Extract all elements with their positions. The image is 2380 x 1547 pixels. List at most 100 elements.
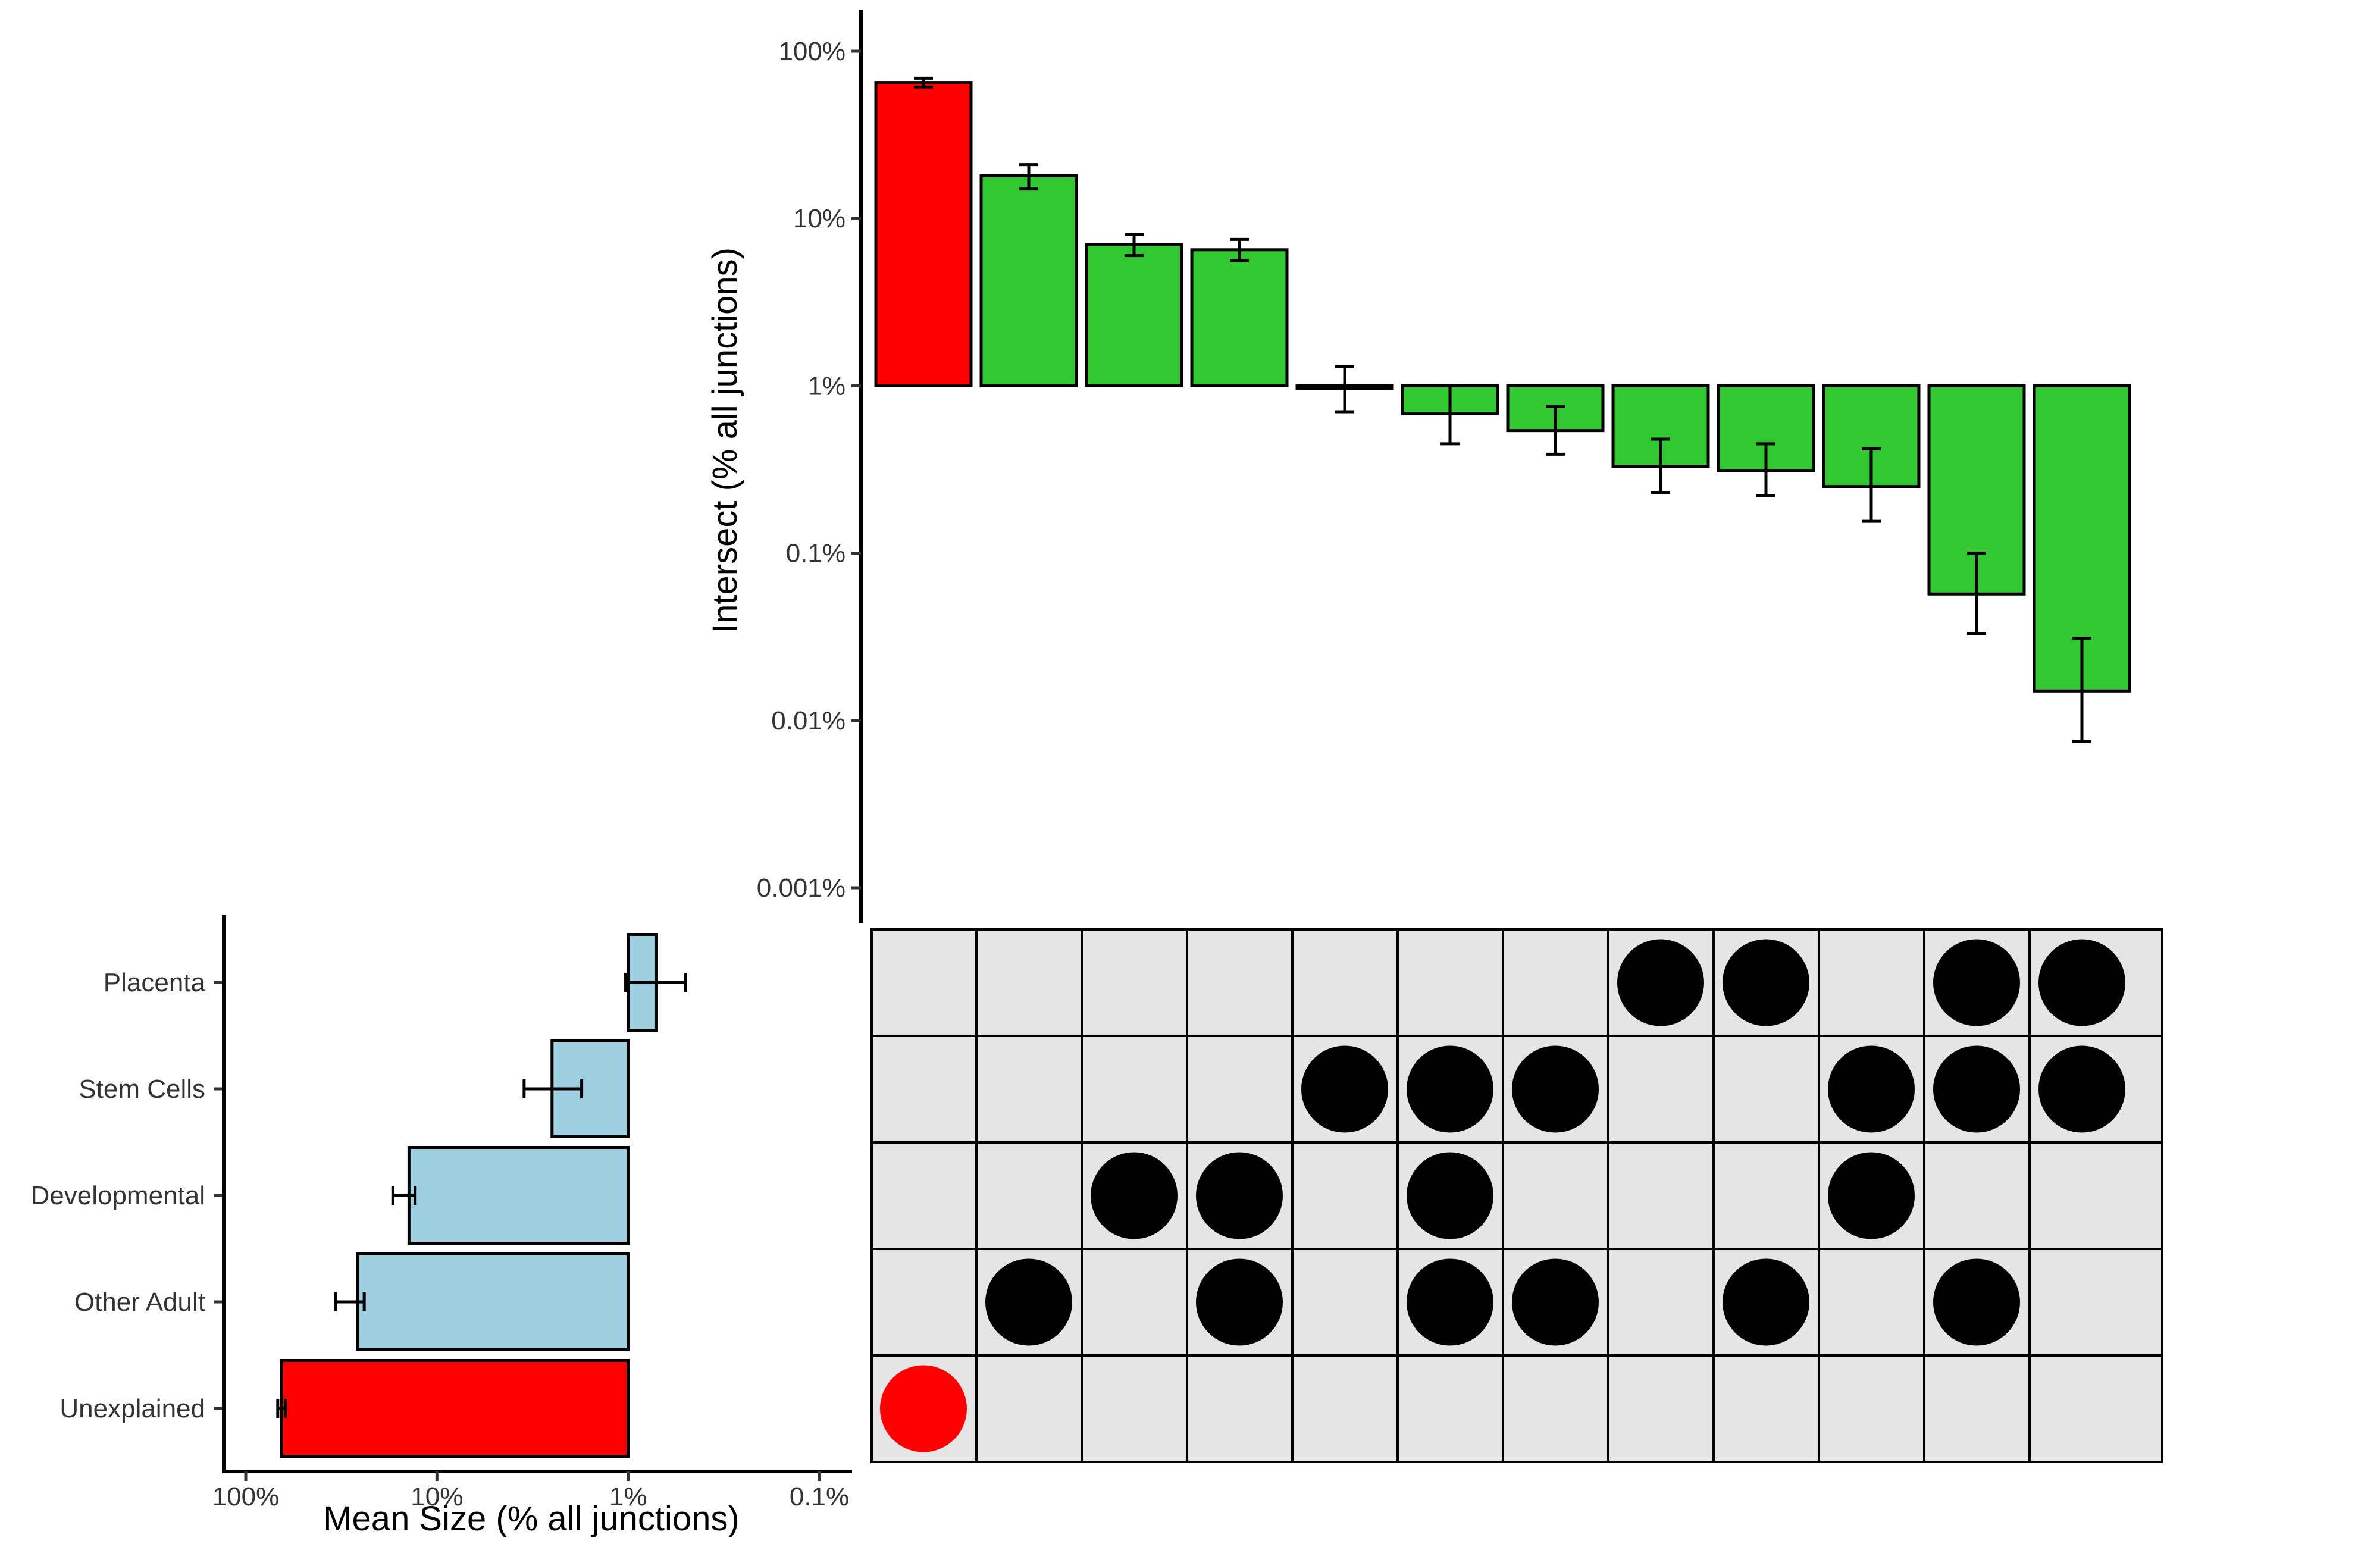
matrix-cell <box>2028 1248 2163 1357</box>
membership-dot <box>1512 1258 1599 1346</box>
intersection-error-bar <box>1756 442 1775 497</box>
membership-dot <box>1407 1045 1493 1133</box>
membership-dot <box>1091 1152 1178 1239</box>
intersection-error-bar <box>1967 552 1986 635</box>
matrix-cell <box>975 1035 1083 1144</box>
intersection-error-bar <box>1440 384 1460 446</box>
matrix-cell <box>1186 928 1294 1037</box>
intersection-bars <box>874 76 2131 743</box>
matrix-cell <box>870 1035 978 1144</box>
membership-dot <box>880 1365 967 1452</box>
membership-dot <box>1407 1152 1493 1239</box>
membership-dot <box>1828 1152 1915 1239</box>
membership-dot <box>1407 1258 1493 1346</box>
category-label: Placenta <box>104 968 206 997</box>
matrix-cell <box>870 928 978 1037</box>
membership-dot <box>1933 939 2020 1026</box>
intersection-bar <box>1190 248 1289 387</box>
matrix-cell <box>1291 1248 1399 1357</box>
y-tick-label: 0.001% <box>757 873 845 903</box>
matrix-cell <box>1712 1035 1820 1144</box>
matrix-cell <box>1607 1354 1715 1463</box>
matrix-cell <box>1396 1354 1504 1463</box>
intersection-error-bar <box>2072 637 2091 743</box>
membership-dot <box>1828 1045 1915 1133</box>
membership-dot <box>2038 1045 2125 1133</box>
matrix-cell <box>975 1141 1083 1250</box>
y-tick-label: 0.01% <box>771 706 845 735</box>
matrix-cell <box>975 928 1083 1037</box>
intersection-error-bar <box>1125 233 1144 258</box>
intersection-error-bar <box>1546 405 1565 456</box>
set-size-error-bar <box>624 973 687 992</box>
matrix-cell <box>2028 1141 2163 1250</box>
intersection-size-chart: 100% 10% 1% 0.1% 0.01% 0.001% Intersect (% al… <box>706 10 2131 923</box>
matrix-cell <box>1818 1354 1925 1463</box>
matrix-cell <box>1712 1354 1820 1463</box>
category-label: Developmental <box>31 1181 206 1210</box>
matrix-cell <box>1396 928 1504 1037</box>
set-size-error-bar <box>276 1399 287 1418</box>
matrix-cell <box>1607 1035 1715 1144</box>
membership-dot <box>1301 1045 1388 1133</box>
y-tick-label: 1% <box>807 371 845 400</box>
set-size-bars <box>276 933 687 1458</box>
matrix-cell <box>1923 1354 2031 1463</box>
matrix-cell <box>1502 1354 1609 1463</box>
matrix-cell <box>1186 1354 1294 1463</box>
intersection-error-bar <box>1862 447 1881 523</box>
x-tick-label: 1% <box>609 1482 647 1511</box>
matrix-cell <box>1081 1248 1188 1357</box>
category-label: Other Adult <box>74 1288 205 1317</box>
membership-matrix <box>870 928 2163 1463</box>
membership-dot <box>1512 1045 1599 1133</box>
intersection-error-bar <box>1651 437 1670 494</box>
x-tick-label: 100% <box>212 1482 280 1511</box>
membership-dot <box>1933 1045 2020 1133</box>
matrix-cell <box>870 1141 978 1250</box>
matrix-cell <box>1291 928 1399 1037</box>
membership-dot <box>1196 1152 1283 1239</box>
matrix-cell <box>2028 1354 2163 1463</box>
matrix-cell <box>1291 1354 1399 1463</box>
matrix-cell <box>1186 1035 1294 1144</box>
intersection-y-axis: 100% 10% 1% 0.1% 0.01% 0.001% <box>757 10 863 923</box>
membership-dot <box>2038 939 2125 1026</box>
membership-dot <box>1617 939 1704 1026</box>
set-size-bar <box>407 1146 630 1245</box>
set-size-axes: Placenta Stem Cells Developmental Other Adu… <box>31 915 852 1511</box>
matrix-cell <box>1607 1141 1715 1250</box>
matrix-cell <box>1818 1248 1925 1357</box>
intersection-error-bar <box>1019 163 1038 191</box>
y-tick-label: 100% <box>778 37 845 66</box>
matrix-cell <box>1291 1141 1399 1250</box>
intersection-error-bar <box>1335 365 1354 414</box>
y-tick-label: 0.1% <box>786 539 845 568</box>
intersection-error-bar <box>914 76 933 89</box>
matrix-cell <box>1607 1248 1715 1357</box>
membership-dot <box>1723 1258 1809 1346</box>
set-size-bar <box>356 1252 630 1351</box>
matrix-cell <box>1818 928 1925 1037</box>
membership-dot <box>1196 1258 1283 1346</box>
matrix-cell <box>870 1248 978 1357</box>
set-size-chart: Placenta Stem Cells Developmental Other Adu… <box>31 915 852 1538</box>
set-size-bar <box>280 1359 630 1458</box>
intersection-bar <box>874 81 973 387</box>
intersection-bar <box>979 174 1078 387</box>
matrix-cell <box>1502 928 1609 1037</box>
x-tick-label: 0.1% <box>790 1482 849 1511</box>
membership-dot <box>1933 1258 2020 1346</box>
x-tick-label: 10% <box>411 1482 463 1511</box>
matrix-cell <box>1923 1141 2031 1250</box>
matrix-cell <box>1081 1354 1188 1463</box>
category-label: Unexplained <box>60 1394 205 1423</box>
matrix-cell <box>975 1354 1083 1463</box>
set-size-x-axis-title: Mean Size (% all junctions) <box>323 1499 740 1538</box>
y-tick-label: 10% <box>793 204 845 233</box>
set-size-error-bar <box>522 1079 584 1098</box>
category-label: Stem Cells <box>79 1075 205 1104</box>
membership-dot <box>1723 939 1809 1026</box>
membership-dot <box>985 1258 1072 1346</box>
